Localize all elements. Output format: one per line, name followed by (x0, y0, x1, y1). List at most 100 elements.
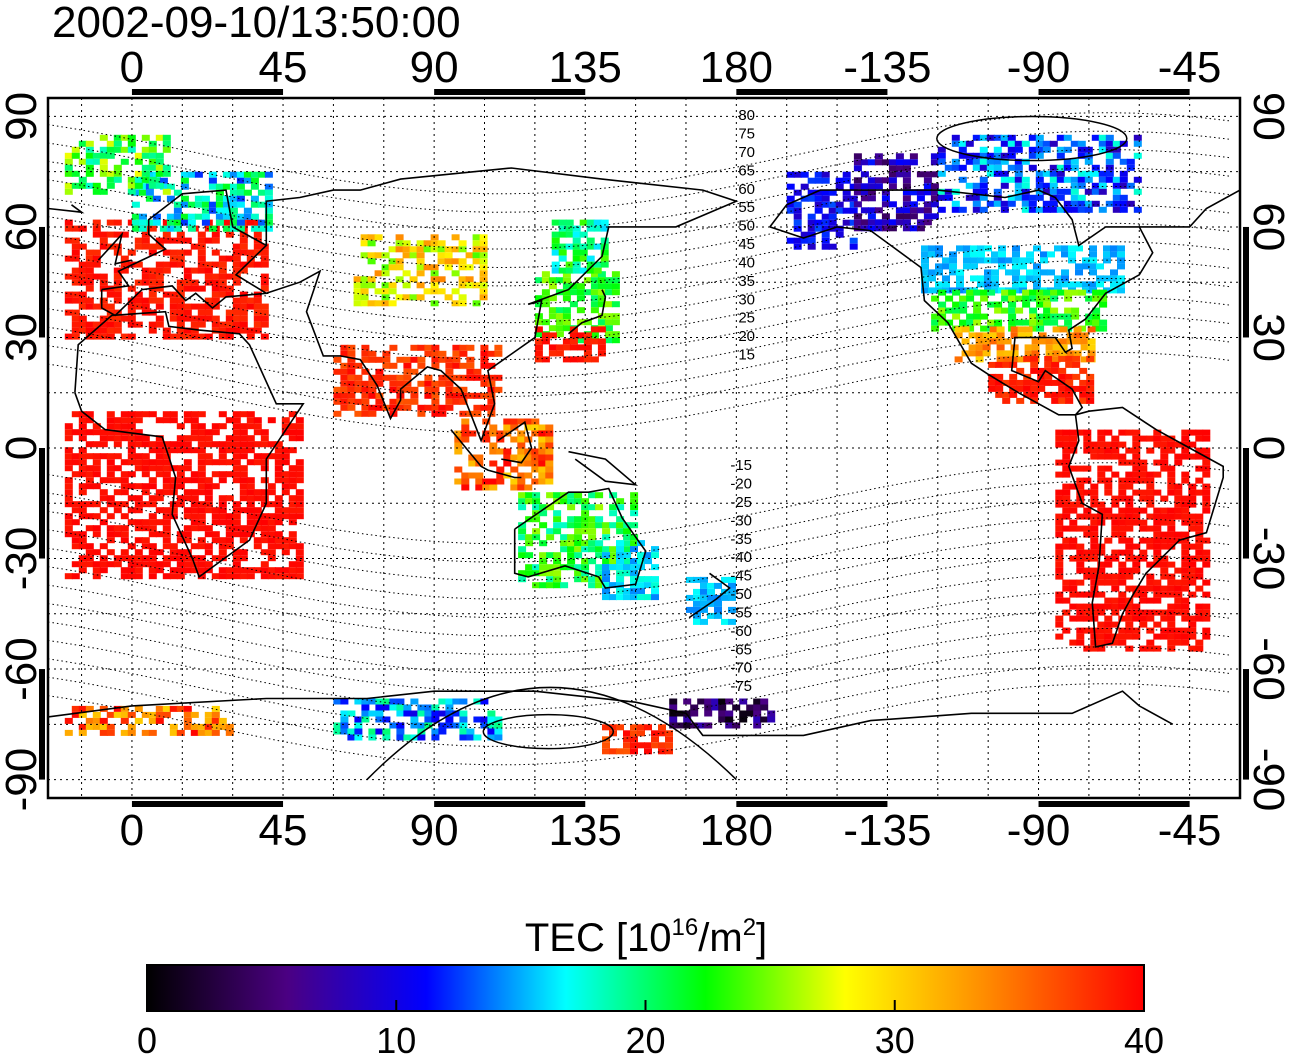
tec-cell (1044, 367, 1053, 374)
tec-cell (1019, 281, 1027, 288)
tec-cell (260, 531, 269, 538)
tec-cell (78, 261, 87, 268)
tec-cell (1104, 561, 1113, 568)
tec-cell (1181, 471, 1190, 478)
tec-cell (232, 507, 241, 514)
tec-cell (966, 325, 975, 332)
tec-cell (274, 567, 283, 574)
tec-cell (438, 410, 447, 417)
tec-cell (567, 498, 576, 505)
tec-cell (1014, 176, 1023, 183)
right-lat-tick-label: 90 (1244, 92, 1292, 141)
tec-cell (977, 257, 985, 264)
tec-cell (225, 333, 234, 340)
tec-cell (1125, 609, 1134, 616)
tec-cell (1118, 507, 1127, 514)
tec-cell (1089, 245, 1097, 252)
tec-cell (600, 225, 609, 232)
tec-cell (106, 231, 115, 238)
tec-cell (106, 453, 115, 460)
tec-cell (288, 561, 297, 568)
tec-cell (1118, 489, 1127, 496)
tec-cell (524, 454, 533, 461)
tec-cell (1167, 483, 1176, 490)
tec-cell (1118, 531, 1127, 538)
tec-cell (148, 225, 157, 232)
coastline (567, 289, 607, 335)
tec-cell (902, 189, 911, 196)
coastline (1139, 189, 1240, 228)
tec-cell (141, 273, 150, 280)
tec-cell (996, 332, 1005, 339)
tec-cell (1082, 263, 1090, 270)
tec-cell (347, 368, 356, 375)
tec-cell (835, 177, 844, 184)
tec-cell (849, 207, 858, 214)
tec-cell (190, 423, 199, 430)
tec-cell (288, 567, 297, 574)
tec-cell (786, 237, 795, 244)
tec-cell (204, 261, 213, 268)
tec-cell (288, 471, 297, 478)
tec-cell (807, 237, 816, 244)
tec-cell (134, 549, 143, 556)
tec-cell (1063, 200, 1072, 207)
tec-cell (468, 430, 477, 437)
tec-cell (828, 243, 837, 250)
tec-cell (475, 472, 484, 479)
tec-cell (975, 338, 984, 345)
tec-cell (693, 588, 701, 595)
tec-cell (510, 424, 519, 431)
tec-cell (229, 207, 238, 214)
tec-cell (274, 543, 283, 550)
tec-cell (972, 182, 981, 189)
tec-cell (800, 195, 809, 202)
tec-cell (1007, 200, 1016, 207)
tec-cell (417, 404, 426, 411)
tec-cell (690, 704, 699, 711)
tec-cell (1097, 549, 1106, 556)
tec-cell (396, 704, 405, 711)
tec-cell (611, 313, 620, 320)
tec-cell (538, 478, 547, 485)
tec-cell (602, 534, 611, 541)
tec-cell (190, 729, 199, 736)
tec-cell (375, 374, 384, 381)
tec-cell (106, 549, 115, 556)
tec-cell (236, 219, 245, 226)
tec-cell (1064, 295, 1073, 302)
tec-cell (531, 418, 540, 425)
tec-cell (169, 477, 178, 484)
tec-cell (849, 243, 858, 250)
tec-cell (538, 466, 547, 473)
tec-cell (134, 459, 143, 466)
tec-cell (1026, 257, 1034, 264)
tec-cell (958, 152, 967, 159)
tec-cell (99, 188, 108, 195)
tec-cell (583, 277, 592, 284)
tec-cell (524, 418, 533, 425)
tec-cell (162, 231, 171, 238)
tec-cell (239, 237, 248, 244)
tec-cell (127, 423, 136, 430)
tec-cell (1024, 332, 1033, 339)
tec-cell (246, 303, 255, 310)
tec-cell (487, 350, 496, 357)
map-timestamp: 2002-09-10/13:50:00 (52, 0, 461, 47)
right-lat-tick-label: 0 (1244, 436, 1292, 460)
tec-cell (1007, 152, 1016, 159)
tec-cell (853, 153, 862, 160)
tec-cell (218, 285, 227, 292)
tec-cell (562, 289, 571, 296)
tec-cell (1174, 633, 1183, 640)
tec-cell (250, 225, 259, 232)
tec-cell (218, 459, 227, 466)
tec-cell (611, 331, 620, 338)
tec-cell (935, 245, 943, 252)
tec-cell (85, 429, 94, 436)
tec-cell (374, 300, 383, 307)
tec-cell (211, 441, 220, 448)
tec-cell (482, 436, 491, 443)
tec-cell (1072, 355, 1081, 362)
